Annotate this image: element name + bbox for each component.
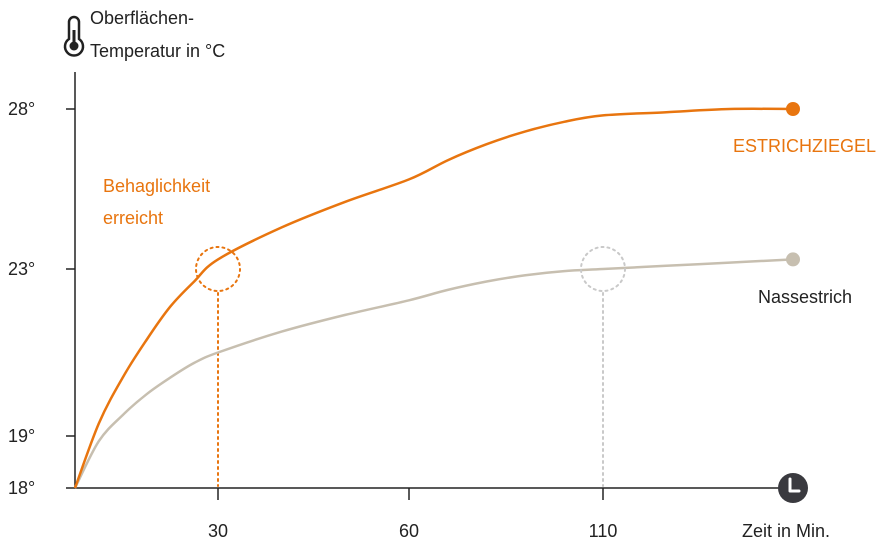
x-ticks: 30 60 110 [208,488,617,541]
x-tick-label: 30 [208,521,228,541]
y-tick-label: 28° [8,99,35,119]
y-tick-label: 19° [8,426,35,446]
nassestrich-end-point [786,252,800,267]
y-axis-title-line2: Temperatur in °C [90,41,225,61]
x-tick-label: 110 [589,521,618,541]
y-tick-label: 18° [8,478,35,498]
y-axis-title-line1: Oberflächen- [90,8,194,28]
annotation-line2: erreicht [103,208,163,228]
nassestrich-line [73,258,794,489]
comfort-highlight-gray [580,246,626,292]
x-axis-title: Zeit in Min. [742,521,830,541]
thermometer-icon [63,15,85,57]
y-ticks: 28° 23° 19° 18° [8,99,75,498]
series-label-nassestrich: Nassestrich [758,287,852,307]
annotation-line1: Behaglichkeit [103,176,210,196]
clock-icon [778,473,808,503]
series-label-estrichziegel: ESTRICHZIEGEL [733,136,876,156]
estrichziegel-line [73,107,794,489]
y-tick-label: 23° [8,259,35,279]
x-tick-label: 60 [399,521,419,541]
comfort-highlight-orange [195,246,241,292]
estrichziegel-end-point [786,102,800,116]
